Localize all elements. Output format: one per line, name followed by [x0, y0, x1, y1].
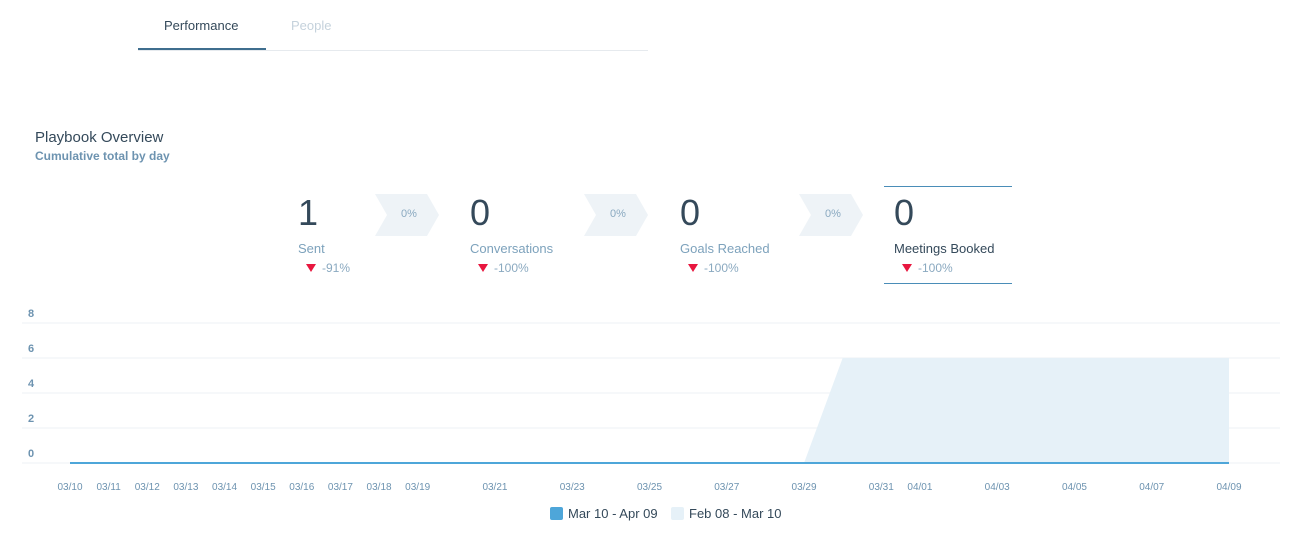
- x-tick-label: 03/21: [482, 482, 507, 493]
- x-tick-label: 03/19: [405, 482, 430, 493]
- x-tick-label: 03/13: [173, 482, 198, 493]
- metric-change: -100%: [902, 261, 953, 275]
- down-triangle-icon: [688, 263, 698, 272]
- x-tick-label: 04/09: [1216, 482, 1241, 493]
- x-tick-label: 03/10: [57, 482, 82, 493]
- x-tick-label: 03/17: [328, 482, 353, 493]
- metric-change: -91%: [306, 261, 350, 275]
- x-tick-label: 03/18: [367, 482, 392, 493]
- metric-value: 1: [298, 192, 319, 233]
- active-tab-indicator: [138, 48, 266, 50]
- x-tick-label: 04/07: [1139, 482, 1164, 493]
- y-tick-label: 0: [28, 448, 34, 460]
- legend-label-current: Mar 10 - Apr 09: [568, 506, 658, 521]
- y-tick-label: 4: [28, 378, 35, 390]
- x-tick-label: 03/23: [560, 482, 585, 493]
- conversion-rate-1: 0%: [401, 208, 417, 220]
- x-tick-label: 03/11: [96, 482, 121, 493]
- x-tick-label: 03/15: [251, 482, 276, 493]
- down-triangle-icon: [306, 263, 316, 272]
- meetings-selected-box: [884, 186, 1012, 284]
- metric-label: Sent: [298, 241, 325, 256]
- legend-item-previous[interactable]: Feb 08 - Mar 10: [671, 506, 782, 521]
- conversion-rate-3: 0%: [825, 208, 841, 220]
- legend-label-previous: Feb 08 - Mar 10: [689, 506, 782, 521]
- legend-item-current[interactable]: Mar 10 - Apr 09: [550, 506, 658, 521]
- metric-value: 0: [470, 192, 491, 233]
- metric-change-text: -100%: [494, 261, 529, 275]
- metric-change: -100%: [478, 261, 529, 275]
- metric-change: -100%: [688, 261, 739, 275]
- down-triangle-icon: [902, 263, 912, 272]
- legend-swatch-current: [550, 507, 563, 521]
- tab-people[interactable]: People: [291, 18, 332, 33]
- x-tick-label: 03/14: [212, 482, 237, 493]
- overview-title: Playbook Overview: [35, 129, 164, 146]
- y-tick-label: 6: [28, 343, 34, 355]
- x-tick-label: 04/01: [907, 482, 932, 493]
- metric-change-text: -100%: [918, 261, 953, 275]
- x-tick-label: 03/25: [637, 482, 662, 493]
- series-previous-area: [70, 358, 1229, 463]
- y-tick-label: 8: [28, 308, 34, 320]
- x-tick-label: 03/12: [135, 482, 160, 493]
- metric-value: 0: [894, 192, 915, 233]
- x-tick-label: 03/31: [869, 482, 894, 493]
- metric-change-text: -91%: [322, 261, 351, 275]
- x-tick-label: 04/05: [1062, 482, 1087, 493]
- metric-label: Meetings Booked: [894, 241, 995, 256]
- x-tick-label: 03/27: [714, 482, 739, 493]
- x-tick-label: 03/16: [289, 482, 314, 493]
- metric-value: 0: [680, 192, 701, 233]
- conversion-arrow-1: [375, 194, 439, 236]
- x-tick-label: 04/03: [985, 482, 1010, 493]
- metric-label: Goals Reached: [680, 241, 770, 256]
- conversion-rate-2: 0%: [610, 208, 626, 220]
- legend-swatch-previous: [671, 507, 684, 521]
- conversion-arrow-3: [799, 194, 863, 236]
- metric-label: Conversations: [470, 241, 554, 256]
- y-tick-label: 2: [28, 413, 34, 425]
- overview-subtitle: Cumulative total by day: [35, 149, 170, 163]
- tab-performance[interactable]: Performance: [164, 18, 239, 33]
- down-triangle-icon: [478, 263, 488, 272]
- tab-bar: Performance People: [138, 0, 648, 51]
- x-tick-label: 03/29: [792, 482, 817, 493]
- metric-change-text: -100%: [704, 261, 739, 275]
- conversion-arrow-2: [584, 194, 648, 236]
